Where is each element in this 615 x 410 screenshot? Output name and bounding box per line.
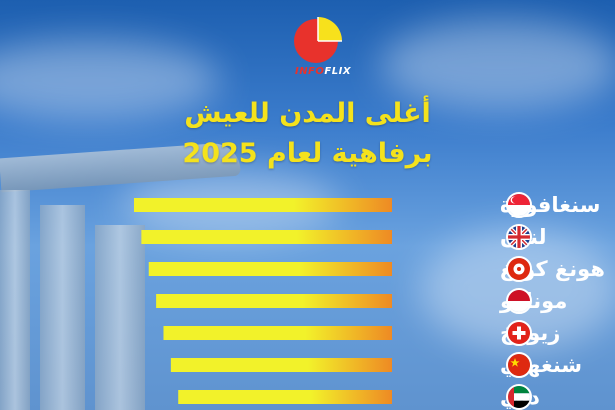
bar-4	[163, 326, 392, 340]
chart-title-line-1: أغلى المدن للعيش	[184, 98, 431, 129]
hong-kong-flag-icon	[506, 256, 532, 282]
singapore-flag-icon	[506, 192, 532, 218]
china-flag-icon	[506, 352, 532, 378]
switzerland-flag-icon	[506, 320, 532, 346]
brand-logo-suffix: FLIX	[324, 66, 352, 77]
brand-logo-text: INFOFLIX	[283, 66, 363, 77]
bar-0	[134, 198, 392, 212]
chart-title-line-2: برفاهية لعام 2025	[182, 138, 433, 169]
bar-2	[148, 262, 392, 276]
bar-5	[170, 358, 392, 372]
uae-flag-icon	[506, 384, 532, 410]
brand-logo-prefix: INFO	[294, 66, 325, 77]
bar-6	[178, 390, 392, 404]
uk-flag-icon	[506, 224, 532, 250]
infoflix-pie-logo-icon	[294, 17, 342, 63]
monaco-flag-icon	[506, 288, 532, 314]
bar-1	[141, 230, 392, 244]
bar-3	[156, 294, 392, 308]
